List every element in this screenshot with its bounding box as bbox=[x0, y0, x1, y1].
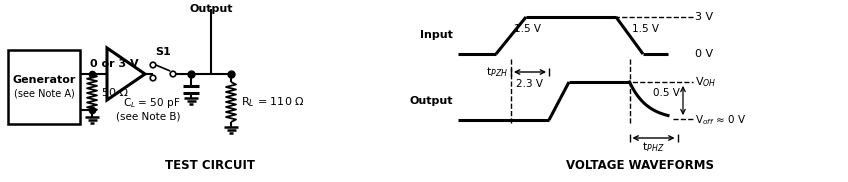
Text: 0 V: 0 V bbox=[695, 49, 713, 59]
Text: Output: Output bbox=[410, 96, 453, 106]
Text: V$_{OH}$: V$_{OH}$ bbox=[695, 75, 717, 89]
Bar bbox=[8, 50, 80, 124]
Text: R$_L$ = 110 Ω: R$_L$ = 110 Ω bbox=[241, 95, 304, 109]
Text: Generator: Generator bbox=[13, 75, 75, 85]
Text: 0.5 V: 0.5 V bbox=[653, 88, 680, 98]
Text: t$_{PHZ}$: t$_{PHZ}$ bbox=[642, 140, 665, 154]
Text: 50 Ω: 50 Ω bbox=[102, 88, 128, 98]
Text: S1: S1 bbox=[155, 47, 171, 57]
Text: V$_{off}$ ≈ 0 V: V$_{off}$ ≈ 0 V bbox=[695, 113, 746, 127]
Text: Output: Output bbox=[189, 4, 232, 14]
Text: 0 or 3 V: 0 or 3 V bbox=[90, 59, 138, 69]
Text: t$_{PZH}$: t$_{PZH}$ bbox=[486, 65, 508, 79]
Text: (see Note A): (see Note A) bbox=[14, 89, 75, 99]
Text: VOLTAGE WAVEFORMS: VOLTAGE WAVEFORMS bbox=[566, 159, 714, 172]
Text: 1.5 V: 1.5 V bbox=[633, 25, 660, 35]
Text: 1.5 V: 1.5 V bbox=[514, 25, 541, 35]
Text: 3 V: 3 V bbox=[695, 12, 713, 22]
Text: Input: Input bbox=[420, 31, 453, 41]
Text: TEST CIRCUIT: TEST CIRCUIT bbox=[165, 159, 255, 172]
Text: 2.3 V: 2.3 V bbox=[516, 79, 543, 89]
Text: C$_L$ = 50 pF
(see Note B): C$_L$ = 50 pF (see Note B) bbox=[115, 96, 180, 122]
